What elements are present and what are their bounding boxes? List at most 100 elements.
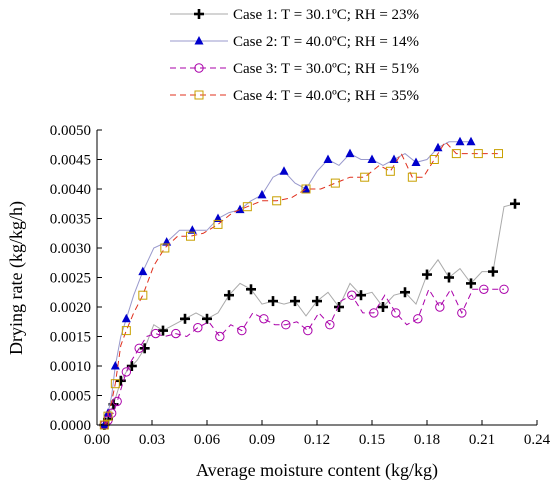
- data-point: [356, 290, 366, 301]
- data-point: [193, 322, 203, 333]
- data-point: [457, 308, 467, 318]
- data-point: [237, 325, 247, 336]
- data-point: [301, 184, 311, 194]
- data-point: [391, 308, 401, 318]
- data-point: [160, 243, 170, 253]
- x-tick-label: 0.00: [84, 432, 110, 448]
- legend-label: Case 2: T = 40.0ºC; RH = 14%: [233, 34, 419, 50]
- data-point: [455, 136, 465, 146]
- series-4-line: [103, 140, 499, 426]
- data-point: [134, 343, 144, 353]
- data-point: [112, 396, 122, 407]
- data-point: [290, 296, 300, 307]
- y-tick-label: 0.0035: [50, 212, 91, 228]
- y-axis-title: Drying rate (kg/kg/h): [6, 201, 27, 355]
- y-tick-label: 0.0020: [50, 300, 91, 316]
- legend-entry-3: Case 3: T = 30.0ºC; RH = 51%: [170, 61, 419, 77]
- data-point: [279, 166, 289, 175]
- x-tick-label: 0.03: [139, 432, 165, 448]
- data-point: [272, 196, 282, 206]
- series-2: [99, 136, 476, 429]
- data-point: [259, 314, 269, 324]
- series-3: [99, 284, 509, 430]
- x-tick-label: 0.06: [194, 432, 221, 448]
- data-point: [138, 290, 148, 300]
- data-point: [103, 411, 113, 421]
- x-tick-label: 0.24: [524, 432, 550, 448]
- data-point: [180, 313, 190, 324]
- data-point: [115, 375, 126, 386]
- series-1-line: [104, 203, 516, 426]
- data-point: [281, 320, 291, 330]
- data-point: [158, 325, 168, 336]
- data-point: [171, 328, 181, 339]
- data-point: [400, 287, 410, 298]
- legend-entry-1: Case 1: T = 30.1ºC; RH = 23%: [170, 7, 419, 23]
- data-point: [224, 290, 234, 301]
- data-point: [429, 155, 439, 164]
- data-point: [213, 213, 223, 222]
- data-point: [110, 361, 120, 370]
- data-point: [325, 320, 335, 330]
- y-tick-label: 0.0005: [50, 389, 91, 405]
- data-point: [202, 313, 212, 324]
- y-tick-label: 0.0025: [50, 271, 91, 287]
- data-point: [268, 296, 278, 307]
- data-point: [411, 157, 421, 166]
- data-point: [187, 225, 197, 234]
- y-tick-label: 0.0045: [50, 153, 91, 169]
- data-point: [466, 278, 476, 289]
- series-2-line: [103, 141, 471, 426]
- x-tick-label: 0.15: [359, 432, 385, 448]
- y-tick-label: 0.0030: [50, 241, 91, 257]
- data-point: [186, 231, 195, 241]
- data-point: [473, 149, 483, 159]
- plot-area: [99, 136, 520, 430]
- legend: Case 1: T = 30.1ºC; RH = 23% Case 2: T = …: [170, 7, 419, 104]
- data-point: [330, 178, 340, 188]
- data-point: [378, 302, 388, 312]
- legend-marker: [194, 63, 204, 73]
- data-point: [303, 325, 313, 336]
- data-point: [334, 302, 344, 312]
- data-point: [121, 313, 131, 323]
- data-point: [413, 314, 423, 324]
- data-point: [479, 284, 489, 294]
- data-point: [323, 154, 333, 163]
- y-tick-label: 0.0015: [50, 330, 91, 346]
- legend-entry-4: Case 4: T = 40.0ºC; RH = 35%: [170, 88, 419, 104]
- data-point: [162, 237, 172, 246]
- data-point: [407, 172, 417, 182]
- legend-label: Case 4: T = 40.0ºC; RH = 35%: [233, 88, 419, 104]
- data-point: [215, 331, 225, 342]
- data-point: [466, 136, 476, 146]
- y-tick-label: 0.0040: [50, 182, 91, 198]
- data-point: [389, 154, 399, 163]
- data-point: [138, 266, 148, 276]
- data-point: [347, 290, 357, 300]
- x-tick-label: 0.21: [469, 432, 495, 448]
- data-point: [369, 308, 379, 318]
- series-1: [99, 198, 520, 430]
- series-4: [99, 140, 503, 430]
- y-tick-label: 0.0000: [50, 418, 91, 434]
- data-point: [444, 272, 454, 283]
- data-point: [494, 149, 503, 159]
- x-axis-title: Average moisture content (kg/kg): [196, 460, 438, 481]
- data-point: [246, 284, 256, 295]
- y-tick-label: 0.0050: [50, 123, 91, 139]
- y-tick-label: 0.0010: [50, 359, 91, 375]
- data-point: [121, 367, 132, 377]
- x-tick-label: 0.18: [414, 432, 440, 448]
- data-point: [499, 284, 509, 294]
- data-point: [488, 266, 498, 277]
- legend-marker: [194, 90, 204, 100]
- data-point: [312, 296, 322, 307]
- legend-marker: [194, 36, 204, 45]
- data-point: [360, 172, 370, 182]
- data-point: [435, 302, 445, 312]
- series-3-line: [103, 288, 504, 426]
- data-point: [345, 148, 355, 158]
- data-point: [110, 379, 120, 389]
